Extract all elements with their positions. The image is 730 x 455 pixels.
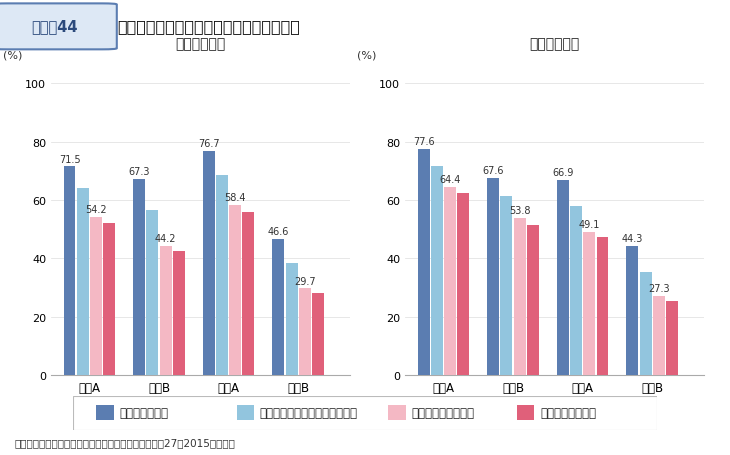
Bar [216,176,228,375]
Bar [639,272,652,375]
Bar [501,196,512,375]
Text: 67.6: 67.6 [483,166,504,176]
Text: 図表－44: 図表－44 [31,19,78,34]
FancyBboxPatch shape [73,396,657,430]
Bar [96,405,114,420]
Text: 71.5: 71.5 [58,154,80,164]
Bar [583,233,595,375]
Bar [570,207,582,375]
Text: 朝食摂取と学力調査の平均正答率との関係: 朝食摂取と学力調査の平均正答率との関係 [117,19,300,34]
Text: 毎日食べている: 毎日食べている [120,406,169,419]
Bar [242,212,254,375]
Text: 67.3: 67.3 [128,167,150,177]
Bar [626,246,638,375]
Text: 46.6: 46.6 [268,227,289,237]
Text: 44.2: 44.2 [155,234,177,244]
Text: 66.9: 66.9 [552,167,574,177]
Text: 64.4: 64.4 [439,175,461,185]
Text: 中学校３年生: 中学校３年生 [530,37,580,51]
Bar [147,211,158,375]
Bar [77,189,89,375]
Bar [64,167,75,375]
Bar [596,237,608,375]
Text: 53.8: 53.8 [509,206,531,216]
Bar [160,247,172,375]
Bar [517,405,534,420]
Text: 44.3: 44.3 [622,233,643,243]
Text: 小学校６年生: 小学校６年生 [176,37,226,51]
Text: 資料：文部科学省「全国学力・学習状況調査」（平成27（2015）年度）: 資料：文部科学省「全国学力・学習状況調査」（平成27（2015）年度） [15,438,236,447]
Bar [173,252,185,375]
Bar [527,225,539,375]
Bar [388,405,406,420]
Text: 54.2: 54.2 [85,205,107,215]
Text: 27.3: 27.3 [648,283,669,293]
Text: 58.4: 58.4 [224,192,246,202]
Text: (%): (%) [3,51,23,61]
Bar [557,181,569,375]
Text: 77.6: 77.6 [412,136,434,147]
Bar [133,179,145,375]
Bar [514,219,526,375]
Bar [203,152,215,375]
Bar [229,205,241,375]
Bar [312,294,324,375]
Bar [653,296,665,375]
Bar [299,289,311,375]
Bar [444,188,456,375]
Text: どちらかといえば、食べている: どちらかといえば、食べている [260,406,358,419]
FancyBboxPatch shape [0,5,117,50]
Text: 76.7: 76.7 [198,139,220,149]
Text: 49.1: 49.1 [579,219,600,229]
Bar [272,240,284,375]
Bar [431,167,443,375]
Bar [103,224,115,375]
Bar [237,405,254,420]
Text: あまり食べていない: あまり食べていない [412,406,474,419]
Text: 29.7: 29.7 [294,276,315,286]
Bar [487,178,499,375]
Bar [285,263,298,375]
Text: 全く食べていない: 全く食べていない [540,406,596,419]
Bar [418,149,429,375]
Text: (%): (%) [357,51,377,61]
Bar [90,217,102,375]
Bar [666,301,678,375]
Bar [457,193,469,375]
